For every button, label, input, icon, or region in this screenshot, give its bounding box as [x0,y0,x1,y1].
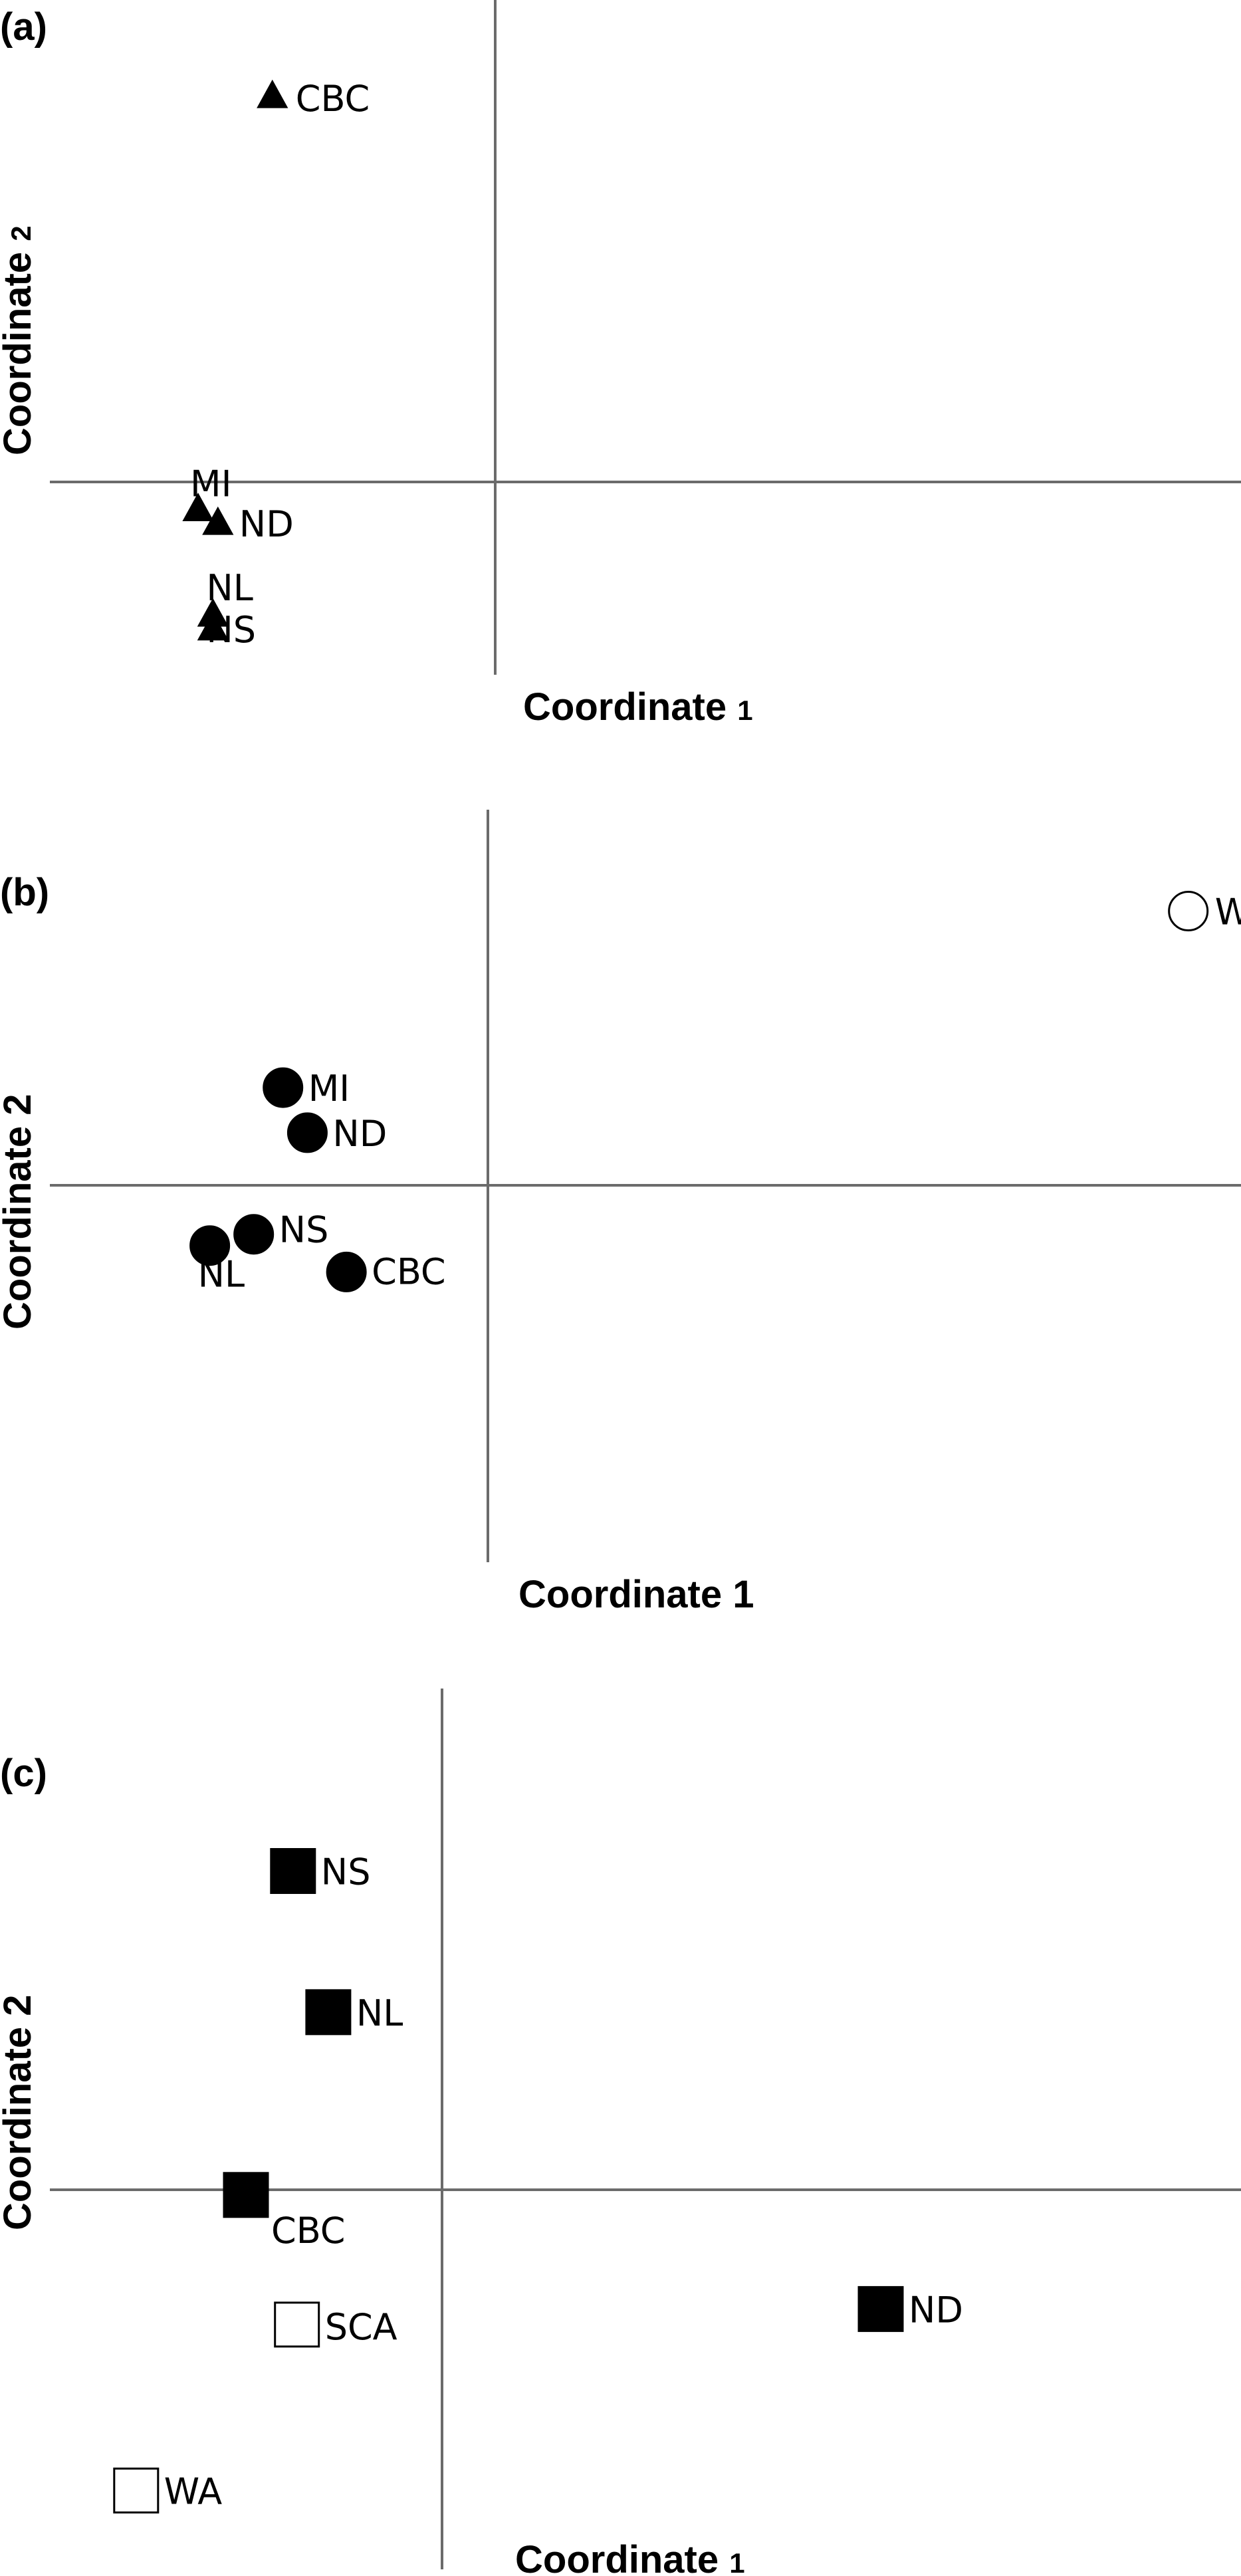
panel-c-marker-nd [857,2285,904,2332]
panel-c-points: NSNLCBCSCAWANDMI [113,1848,963,2514]
panel-b-marker-cbc [326,1251,367,1292]
panel-a-x-axis-title: Coordinate 1 [523,685,753,729]
panel-c-marker-nl [305,1989,352,2036]
panel-a-marker-mi [182,493,214,521]
panel-c-label-ns: NS [321,1851,371,1893]
panel-b-marker-mi [263,1067,304,1108]
panel-a-marker-ns [197,612,229,641]
panel-b-x-axis-title: Coordinate 1 [518,1573,754,1616]
panel-c-label-wa: WA [164,2470,222,2512]
panel-a-x-axis-title-number: 1 [737,695,752,726]
panel-a-y-axis-title-number: 2 [5,225,37,241]
panel-b-label-nd: ND [332,1113,387,1155]
panel-b-label-mi: MI [308,1068,350,1110]
panel-a-marker-nd [202,506,234,535]
panel-b-marker-wa [1168,891,1209,932]
panel-c-y-axis-title-text: Coordinate 2 [0,1995,39,2231]
panel-b-points: WAMINDNSNLCBCSCA [189,891,1241,1296]
panel-c-label-nd: ND [909,2289,963,2331]
panel-c-label-cbc: CBC [271,2210,346,2252]
panel-c-label-nl: NL [356,1992,403,2034]
panel-c-marker-ns [270,1848,316,1894]
panel-a-y-axis-title-text: Coordinate [0,241,39,455]
panel-c-marker-wa [113,2467,160,2514]
panel-a-label-nl: NL [206,567,253,609]
panel-b-marker-nd [286,1112,328,1153]
panel-a-label: (a) [0,5,47,49]
panel-c-x-axis-title: Coordinate 1 [515,2538,745,2576]
panel-c-marker-cbc [223,2172,269,2218]
panel-a-label-ns: NS [206,609,256,651]
panel-c-label: (c) [0,1752,47,1795]
panel-b-label-wa: WA [1215,891,1241,933]
panel-c: (c) Coordinate 1 Coordinate 2 NS NL CBC SCA… [0,1689,1241,2576]
panel-b-label-cbc: CBC [372,1250,446,1292]
panel-c-x-axis-title-text: Coordinate [515,2538,729,2576]
panel-c-x-axis-title-number: 1 [729,2547,744,2576]
panel-b-label-ns: NS [279,1209,329,1251]
panel-c-label-sca: SCA [325,2306,397,2348]
panel-b-marker-ns [233,1214,275,1255]
panel-b-y-axis-title: Coordinate 2 [0,1094,39,1330]
panel-a-points: CBCMINDNLNSSCAWA [182,78,370,651]
panel-c-y-axis-title: Coordinate 2 [0,1995,39,2231]
panel-a-label-cbc: CBC [296,78,370,120]
panel-b-label: (b) [0,871,49,914]
panel-a-x-axis-title-text: Coordinate [523,685,737,729]
panel-b-label-nl: NL [198,1254,245,1296]
panel-c-marker-sca [274,2301,320,2348]
panel-a-marker-cbc [257,79,288,108]
panel-a-label-nd: ND [239,503,294,545]
panel-a-y-axis-title: Coordinate 2 [0,225,39,455]
panel-b-marker-nl [189,1225,231,1266]
panel-a-label-mi: MI [190,463,232,505]
